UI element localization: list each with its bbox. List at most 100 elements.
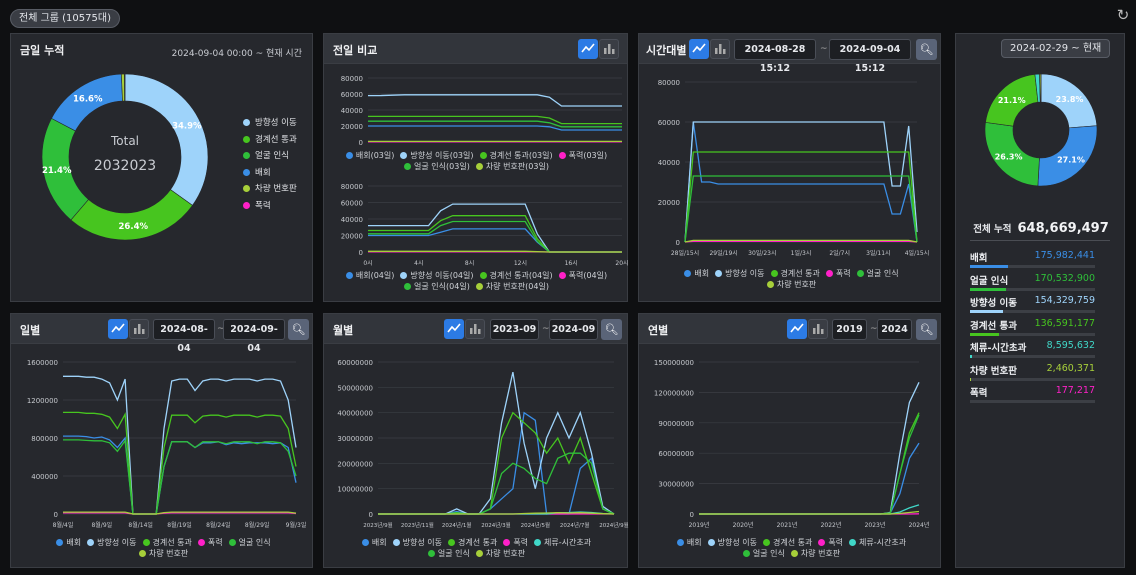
legend-item[interactable]: 방향성 이동(04일) — [400, 270, 474, 281]
line-chart-toggle[interactable] — [108, 319, 128, 339]
group-selector-button[interactable]: 전체 그룹 (10575대) — [10, 9, 120, 28]
donut-data-label: 21.1% — [998, 96, 1026, 105]
legend-item[interactable]: 폭력 — [503, 537, 528, 548]
x-tick-label: 2023년 — [865, 521, 886, 529]
search-button[interactable]: 🔍︎ — [601, 319, 622, 340]
legend-item[interactable]: 배회 — [676, 537, 702, 548]
daily-from-date[interactable]: 2024-08-04 — [153, 319, 215, 354]
row-label: 폭력 — [970, 388, 988, 399]
legend-item[interactable]: 배회(04일) — [345, 270, 394, 281]
legend-item[interactable]: 배회(03일) — [345, 150, 394, 161]
divider — [970, 240, 1110, 241]
x-tick-label: 2024년 — [909, 521, 930, 529]
legend-item[interactable]: 배회 — [56, 537, 81, 548]
hourly-chart: 80000 60000 40000 20000 0 28일/15시 29일/19시 30일/2… — [658, 79, 930, 257]
row-value: 8,595,632 — [1046, 340, 1095, 351]
series-line — [699, 412, 920, 515]
legend-item[interactable]: 얼굴 인식(03일) — [404, 161, 470, 172]
legend-item[interactable]: 방향성 이동 — [707, 537, 757, 548]
legend-item[interactable]: 폭력 — [818, 537, 843, 548]
legend-item[interactable]: 폭력 — [197, 537, 223, 548]
donut-data-label: 34.9% — [172, 121, 202, 131]
line-chart-toggle[interactable] — [578, 39, 598, 59]
legend-item[interactable]: 얼굴 인식 — [228, 537, 271, 548]
series-line — [699, 442, 920, 515]
legend-item[interactable]: 얼굴 인식 — [856, 268, 899, 279]
legend-item[interactable]: 배회 — [684, 268, 709, 279]
yearly-to-date[interactable]: 2024 — [877, 319, 912, 340]
legend-item[interactable]: 경계선 통과 — [762, 537, 812, 548]
legend-item[interactable]: 방향성 이동(03일) — [400, 150, 474, 161]
daily-to-date[interactable]: 2024-09-04 — [223, 319, 285, 354]
legend-item[interactable]: 얼굴 인식 — [742, 548, 785, 559]
legend-item[interactable]: 얼굴 인식(04일) — [404, 281, 470, 292]
bar-chart-icon — [470, 324, 481, 334]
panel-header: 월별 2023-09 ~ 2024-09 🔍︎ — [324, 314, 627, 344]
legend-item[interactable]: 폭력(03일) — [558, 150, 607, 161]
legend-item[interactable]: 체류-시간초과 — [534, 537, 591, 548]
series-line — [684, 151, 918, 243]
row-label: 배회 — [970, 253, 988, 264]
legend-item[interactable]: 차량 번호판 — [138, 548, 188, 559]
legend-item[interactable]: 경계선 통과 — [142, 537, 192, 548]
legend-item[interactable]: 차량 번호판 — [475, 548, 525, 559]
legend-item[interactable]: 방향성 이동 — [715, 268, 765, 279]
legend-item[interactable]: 방향성 이동 — [392, 537, 442, 548]
legend-item[interactable]: 차량 번호판 — [766, 279, 816, 290]
yearly-legend: 배회 방향성 이동 경계선 통과 폭력 체류-시간초과얼굴 인식 차량 번호판 — [659, 537, 924, 559]
y-tick-label: 0 — [359, 139, 363, 147]
legend-item[interactable]: 차량 번호판(04일) — [475, 281, 549, 292]
bar-chart-icon — [604, 44, 615, 54]
legend-item[interactable]: 배회 — [243, 166, 297, 183]
bar-chart-toggle[interactable] — [710, 39, 730, 59]
x-tick-label: 2020년 — [733, 521, 754, 529]
bar-chart-toggle[interactable] — [808, 319, 828, 339]
legend-item[interactable]: 얼굴 인식 — [243, 149, 297, 166]
legend-item[interactable]: 방향성 이동 — [243, 116, 297, 133]
monthly-from-date[interactable]: 2023-09 — [490, 319, 539, 340]
row-label: 경계선 통과 — [970, 320, 1018, 332]
x-tick-label: 8월/29일 — [245, 521, 270, 529]
search-button[interactable]: 🔍︎ — [916, 39, 937, 60]
series-line — [368, 94, 622, 107]
x-tick-label: 9월/3일 — [286, 521, 307, 529]
line-chart-toggle[interactable] — [444, 319, 464, 339]
line-chart-toggle[interactable] — [689, 39, 709, 59]
legend-item[interactable]: 경계선 통과(04일) — [479, 270, 553, 281]
x-tick-label: 29일/19시 — [709, 249, 737, 257]
legend-item[interactable]: 차량 번호판 — [243, 182, 297, 199]
legend-item[interactable]: 폭력 — [243, 199, 297, 216]
legend-item[interactable]: 얼굴 인식 — [427, 548, 470, 559]
series-line — [684, 121, 918, 243]
bar-chart-toggle[interactable] — [129, 319, 149, 339]
bar-chart-toggle[interactable] — [599, 39, 619, 59]
legend-item[interactable]: 경계선 통과 — [447, 537, 497, 548]
legend-item[interactable]: 방향성 이동 — [87, 537, 137, 548]
y-tick-label: 30000000 — [337, 435, 373, 443]
legend-item[interactable]: 차량 번호판(03일) — [475, 161, 549, 172]
legend-item[interactable]: 폭력(04일) — [558, 270, 607, 281]
legend-item[interactable]: 차량 번호판 — [790, 548, 840, 559]
monthly-to-date[interactable]: 2024-09 — [549, 319, 598, 340]
legend-item[interactable]: 배회 — [361, 537, 387, 548]
legend-item[interactable]: 경계선 통과 — [770, 268, 820, 279]
legend-item[interactable]: 체류-시간초과 — [849, 537, 906, 548]
yearly-title: 연별 — [648, 324, 669, 337]
legend-item[interactable]: 폭력 — [825, 268, 851, 279]
yearly-from-date[interactable]: 2019 — [832, 319, 867, 340]
cumulative-row: 폭력 177,217 — [970, 385, 1095, 403]
row-value: 177,217 — [1055, 385, 1095, 396]
legend-item[interactable]: 경계선 통과 — [243, 133, 297, 150]
hourly-to-date[interactable]: 2024-09-04 15:12 — [829, 39, 911, 74]
x-tick-label: 0시 — [363, 260, 372, 267]
x-tick-label: 2024년/7월 — [560, 521, 589, 529]
legend-item[interactable]: 경계선 통과(03일) — [479, 150, 553, 161]
refresh-icon[interactable]: ↻ — [1116, 6, 1130, 24]
hourly-from-date[interactable]: 2024-08-28 15:12 — [734, 39, 816, 74]
search-button[interactable]: 🔍︎ — [288, 319, 309, 340]
series-line — [684, 175, 918, 243]
y-tick-label: 80000 — [341, 75, 363, 83]
bar-chart-toggle[interactable] — [465, 319, 485, 339]
line-chart-toggle[interactable] — [787, 319, 807, 339]
search-button[interactable]: 🔍︎ — [916, 319, 937, 340]
